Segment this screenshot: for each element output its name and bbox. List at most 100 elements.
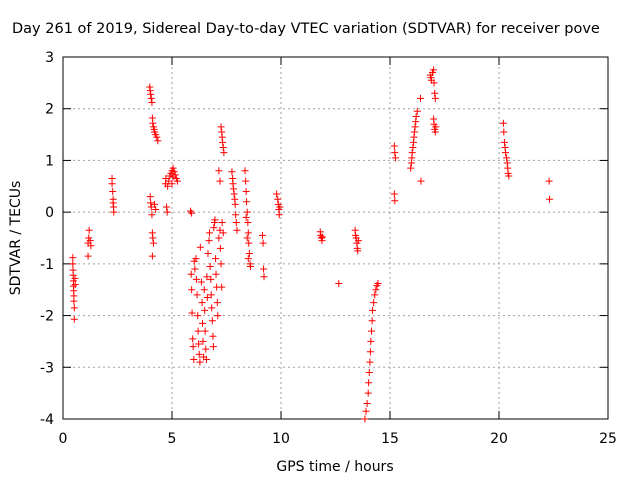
data-point-marker (246, 262, 254, 270)
data-point-marker (196, 243, 204, 251)
x-tick-label: 15 (381, 431, 399, 447)
data-point-marker (372, 286, 380, 294)
data-point-marker (335, 280, 343, 288)
data-point-marker (259, 239, 267, 247)
data-point-marker (190, 356, 198, 364)
data-point-marker (417, 177, 425, 185)
data-point-marker (205, 237, 213, 245)
data-point-marker (244, 218, 252, 226)
y-axis-label: SDTVAR / TECUs (8, 181, 24, 296)
data-point-marker (367, 327, 375, 335)
data-point-marker (276, 203, 284, 211)
data-point-marker (244, 229, 252, 237)
data-point-marker (260, 273, 268, 281)
data-point-marker (232, 218, 240, 226)
data-point-marker (192, 275, 200, 283)
data-point-marker (192, 255, 200, 263)
data-point-marker (505, 172, 513, 180)
y-tick-label: 2 (45, 102, 54, 118)
data-point-marker (208, 317, 216, 325)
data-point-marker (196, 358, 204, 366)
data-point-marker (229, 185, 237, 193)
data-point-marker (432, 123, 440, 131)
data-point-marker (500, 138, 508, 146)
data-point-marker (219, 229, 227, 237)
data-point-marker (258, 231, 266, 239)
data-points (69, 66, 554, 423)
data-point-marker (202, 345, 210, 353)
data-point-marker (546, 195, 554, 203)
data-point-marker (71, 281, 79, 289)
data-point-marker (203, 293, 211, 301)
data-point-marker (69, 260, 77, 268)
data-point-marker (213, 299, 221, 307)
data-point-marker (409, 144, 417, 151)
data-point-marker (216, 177, 224, 185)
data-point-marker (201, 306, 209, 314)
data-point-marker (206, 262, 214, 270)
x-tick-label: 20 (490, 431, 508, 447)
data-point-marker (70, 315, 78, 323)
data-point-marker (368, 317, 376, 325)
data-point-marker (195, 350, 203, 358)
data-point-marker (366, 348, 374, 356)
data-point-marker (391, 197, 399, 205)
data-point-marker (193, 291, 201, 299)
data-point-marker (151, 200, 159, 208)
data-point-marker (148, 211, 156, 219)
data-point-marker (244, 255, 252, 263)
data-point-marker (152, 206, 160, 214)
y-tick-label: -1 (40, 257, 54, 273)
x-tick-label: 5 (168, 431, 177, 447)
data-point-marker (188, 209, 196, 217)
data-point-marker (217, 260, 225, 268)
data-point-marker (201, 327, 209, 335)
data-point-marker (208, 304, 216, 312)
data-point-marker (243, 234, 251, 242)
data-point-marker (69, 254, 77, 262)
data-point-marker (163, 208, 171, 216)
data-point-marker (212, 270, 220, 278)
data-point-marker (209, 332, 217, 340)
data-point-marker (218, 218, 226, 226)
x-tick-labels: 0 5 10 15 20 25 (59, 431, 617, 447)
data-point-marker (354, 237, 362, 245)
data-point-marker (407, 164, 415, 172)
data-point-marker (207, 291, 215, 299)
data-point-marker (545, 177, 553, 185)
data-point-marker (318, 233, 326, 241)
y-tick-labels: -4 -3 -2 -1 0 1 2 3 (40, 50, 54, 428)
data-point-marker (188, 286, 196, 294)
data-point-marker (232, 211, 240, 219)
data-point-marker (412, 112, 420, 120)
data-point-marker (189, 335, 197, 343)
data-point-marker (430, 79, 438, 87)
data-point-marker (169, 173, 177, 181)
data-point-marker (366, 358, 374, 366)
data-point-marker (370, 299, 378, 307)
data-point-marker (215, 234, 223, 242)
y-tick-label: -4 (40, 412, 54, 428)
data-point-marker (110, 208, 118, 216)
data-point-marker (217, 123, 225, 131)
data-point-marker (242, 187, 250, 195)
data-point-marker (70, 297, 78, 305)
data-point-marker (417, 94, 425, 102)
data-point-marker (147, 94, 155, 102)
data-point-marker (391, 149, 399, 157)
data-point-marker (371, 291, 379, 299)
data-point-marker (87, 242, 95, 250)
data-point-marker (148, 252, 156, 260)
data-point-marker (149, 239, 157, 247)
y-tick-label: 0 (45, 205, 54, 221)
data-point-marker (203, 273, 211, 281)
data-point-marker (231, 200, 239, 208)
data-point-marker (374, 280, 382, 288)
data-point-marker (354, 247, 362, 255)
data-point-marker (147, 90, 155, 98)
data-point-marker (431, 94, 439, 102)
data-point-marker (108, 180, 116, 188)
data-point-marker (243, 208, 251, 216)
data-point-marker (84, 252, 92, 260)
